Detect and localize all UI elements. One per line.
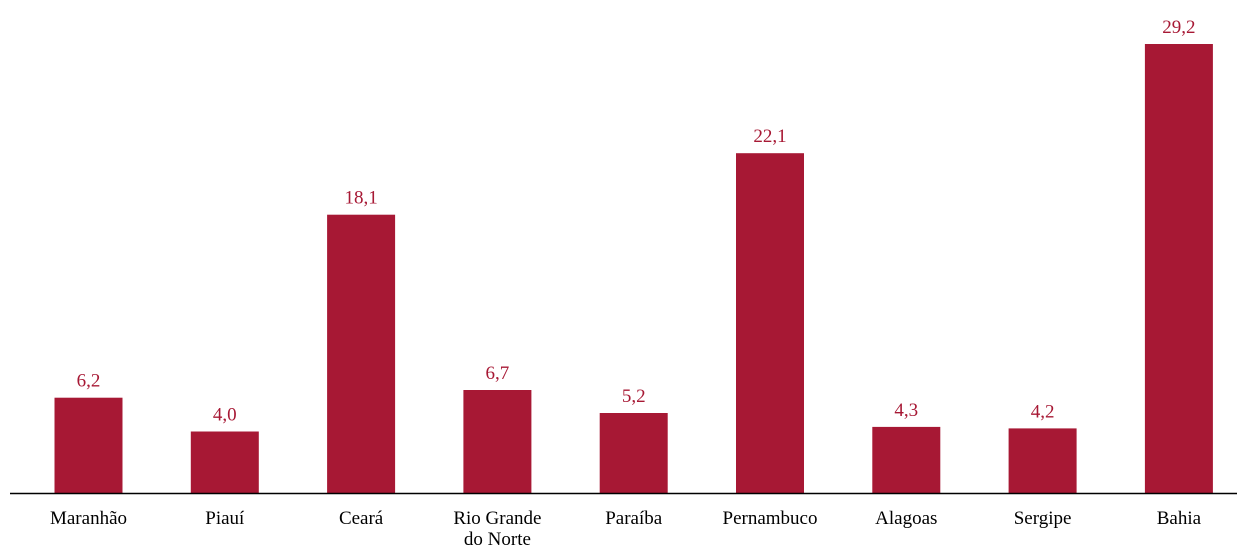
- category-label-bahia: Bahia: [1157, 508, 1202, 529]
- bar-paraiba: [599, 413, 668, 493]
- value-label-pernambuco: 22,1: [753, 126, 786, 147]
- bar-sergipe: [1008, 428, 1077, 493]
- value-label-rio-grande-do-norte: 6,7: [486, 363, 510, 384]
- bar-alagoas: [872, 426, 941, 493]
- category-label-paraiba: Paraíba: [605, 508, 663, 529]
- category-label-alagoas: Alagoas: [875, 508, 937, 529]
- value-label-bahia: 29,2: [1162, 17, 1195, 38]
- category-label-sergipe: Sergipe: [1014, 508, 1072, 529]
- category-label-maranhao: Maranhão: [50, 508, 127, 529]
- value-label-piaui: 4,0: [213, 405, 237, 426]
- bar-pernambuco: [736, 153, 804, 493]
- category-label-rio-grande-do-norte: Rio Grande do Norte: [453, 508, 541, 545]
- value-label-paraiba: 5,2: [622, 386, 646, 407]
- category-label-piaui: Piauí: [205, 508, 245, 529]
- bar-ceara: [327, 214, 396, 493]
- value-label-alagoas: 4,3: [894, 400, 918, 421]
- bar-bahia: [1144, 44, 1213, 493]
- value-label-ceara: 18,1: [344, 188, 377, 209]
- bar-maranhao: [54, 397, 123, 493]
- category-labels-layer: Maranhão Piauí Ceará Rio Grande do Norte Para…: [50, 508, 1202, 545]
- value-label-sergipe: 4,2: [1031, 401, 1055, 422]
- category-label-ceara: Ceará: [339, 508, 384, 529]
- bar-rio-grande-do-norte: [463, 390, 532, 493]
- bar-piaui: [190, 431, 259, 493]
- bars-layer: [54, 44, 1213, 493]
- value-labels-layer: 6,2 4,0 18,1 6,7 5,2 22,1 4,3 4,2 29,2: [77, 17, 1196, 426]
- category-label-pernambuco: Pernambuco: [723, 508, 818, 529]
- value-label-maranhao: 6,2: [77, 371, 101, 392]
